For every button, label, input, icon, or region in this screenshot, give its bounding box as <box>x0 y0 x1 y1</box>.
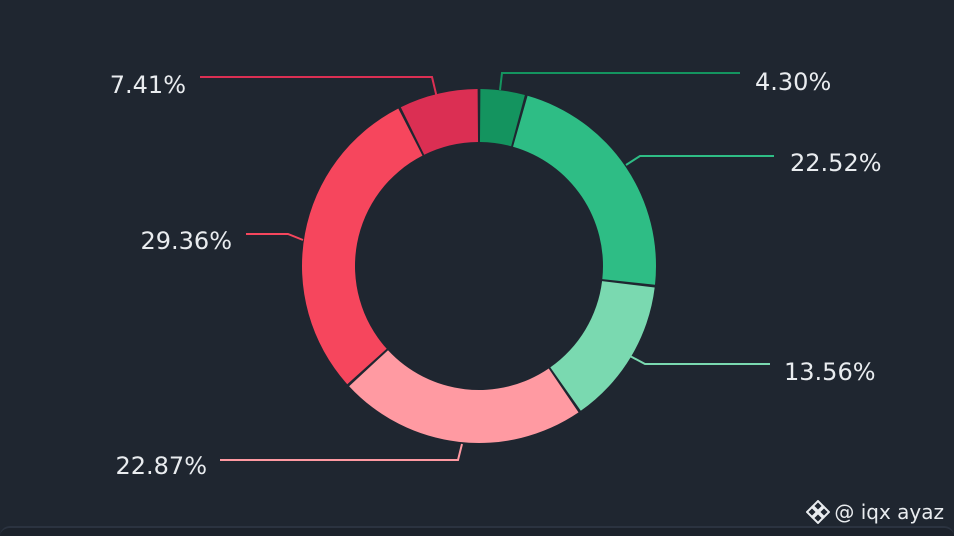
slice-label-5: 29.36% <box>140 227 232 255</box>
donut-slice-3 <box>550 281 655 411</box>
leader-line-1 <box>499 72 740 91</box>
watermark: @ iqx ayaz <box>806 500 944 524</box>
binance-logo-icon <box>806 500 831 524</box>
chart-slices <box>302 89 656 444</box>
leader-line-2 <box>625 155 774 166</box>
leader-line-4 <box>220 443 463 461</box>
slice-label-2: 22.52% <box>790 149 882 177</box>
leader-line-6 <box>200 76 438 99</box>
chart-data-labels: 4.30% 22.52% 13.56% 22.87% 29.36% 7.41% <box>110 68 882 480</box>
slice-label-4: 22.87% <box>115 452 207 480</box>
slice-label-6: 7.41% <box>110 71 186 99</box>
donut-slice-4 <box>349 350 579 444</box>
watermark-handle: @ iqx ayaz <box>834 500 944 524</box>
donut-slice-6 <box>400 89 479 155</box>
leader-line-3 <box>629 355 770 365</box>
bottom-panel-edge <box>0 526 954 536</box>
chart-leader-lines <box>200 72 774 461</box>
leader-line-5 <box>246 233 304 241</box>
donut-slice-1 <box>479 89 525 147</box>
slice-label-3: 13.56% <box>784 358 876 386</box>
slice-label-1: 4.30% <box>755 68 831 96</box>
donut-slice-2 <box>513 95 656 285</box>
donut-slice-5 <box>302 108 423 385</box>
